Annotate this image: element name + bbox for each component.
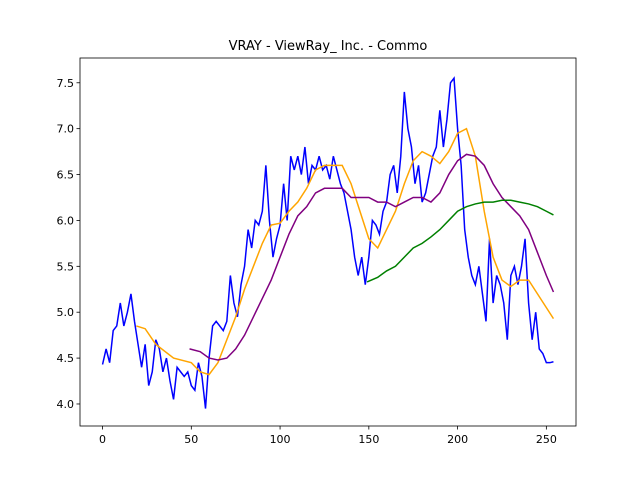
y-tick-label: 7.0 [57, 123, 75, 136]
chart-title: VRAY - ViewRay_ Inc. - Commo [229, 39, 428, 54]
y-tick-label: 6.0 [57, 214, 75, 227]
y-tick-label: 7.5 [57, 77, 75, 90]
y-tick-label: 6.5 [57, 169, 75, 182]
price-line [101, 76, 554, 409]
x-tick-label: 50 [184, 433, 198, 446]
x-tick-label: 100 [270, 433, 291, 446]
x-tick-label: 150 [358, 433, 379, 446]
y-tick-label: 4.0 [57, 398, 75, 411]
price-line [366, 199, 554, 283]
y-tick-label: 5.5 [57, 260, 75, 273]
plot-frame [79, 57, 577, 427]
x-tick-label: 200 [447, 433, 468, 446]
y-tick-label: 5.0 [57, 306, 75, 319]
price-line [189, 153, 555, 361]
x-tick-label: 250 [536, 433, 557, 446]
y-tick-label: 4.5 [57, 352, 75, 365]
x-tick-label: 0 [99, 433, 106, 446]
